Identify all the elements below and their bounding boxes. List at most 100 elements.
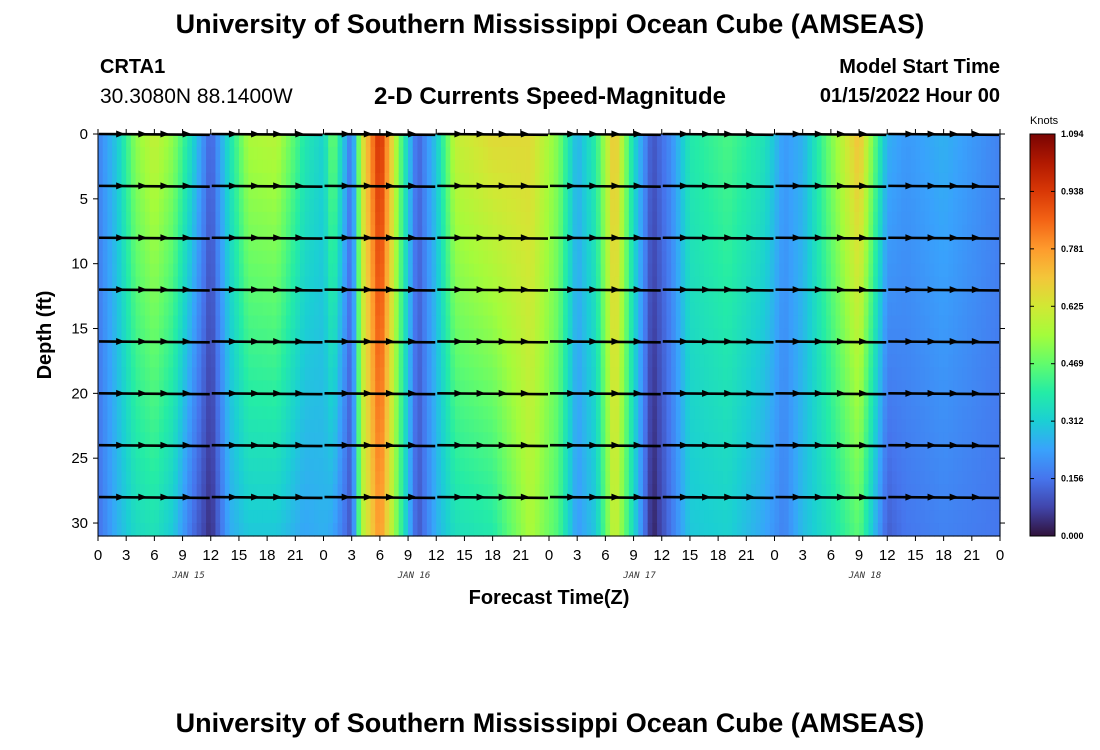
heatmap-cell [502,393,508,407]
heatmap-cell [502,302,508,317]
heatmap-cell [718,315,724,330]
heatmap-cell [408,263,414,278]
heatmap-cell [332,510,339,524]
heatmap-cell [408,134,414,148]
heatmap-cell [370,224,376,239]
heatmap-cell [168,315,174,330]
heatmap-cell [549,393,555,407]
heatmap-cell [342,471,348,485]
heatmap-cell [459,523,466,537]
heatmap-cell [549,497,555,511]
heatmap-cell [412,380,419,394]
heatmap-cell [483,406,489,420]
heatmap-cell [112,289,118,304]
heatmap-cell [370,146,376,161]
heatmap-cell [309,276,315,291]
heatmap-cell [309,523,315,537]
heatmap-cell [262,354,268,369]
heatmap-cell [779,263,785,278]
heatmap-cell [351,341,357,356]
heatmap-cell [431,289,437,304]
heatmap-cell [346,276,353,291]
heatmap-cell [328,315,334,330]
heatmap-cell [351,302,357,317]
heatmap-cell [173,224,179,239]
heatmap-cell [699,159,705,174]
heatmap-cell [215,432,221,446]
heatmap-cell [530,510,536,524]
heatmap-cell [506,289,513,304]
heatmap-cell [126,315,132,330]
heatmap-cell [408,224,414,239]
heatmap-cell [502,341,508,356]
heatmap-cell [788,198,794,213]
heatmap-cell [830,146,837,161]
heatmap-cell [605,302,611,317]
heatmap-cell [638,393,644,407]
heatmap-cell [290,172,296,187]
heatmap-cell [605,172,611,187]
heatmap-cell [229,198,235,213]
heatmap-cell [464,172,470,187]
heatmap-cell [187,354,193,369]
heatmap-cell [610,185,616,200]
heatmap-cell [121,497,127,511]
heatmap-cell [398,432,404,446]
heatmap-cell [196,367,202,381]
heatmap-cell [600,419,606,433]
heatmap-cell [365,523,372,537]
heatmap-cell [426,380,433,394]
heatmap-cell [661,393,668,407]
heatmap-cell [473,237,480,252]
heatmap-cell [727,367,733,381]
heatmap-cell [379,263,386,278]
heatmap-cell [633,276,639,291]
heatmap-cell [389,523,395,537]
heatmap-cell [351,367,357,381]
heatmap-cell [699,328,705,343]
heatmap-cell [346,445,353,459]
heatmap-cell [844,198,851,213]
heatmap-cell [826,406,832,420]
heatmap-cell [393,432,400,446]
heatmap-cell [760,471,766,485]
heatmap-cell [783,419,790,433]
heatmap-cell [840,445,846,459]
heatmap-cell [558,497,564,511]
heatmap-cell [351,211,357,226]
heatmap-cell [408,471,414,485]
heatmap-cell [130,289,137,304]
heatmap-cell [455,419,461,433]
heatmap-cell [497,211,503,226]
heatmap-cell [591,172,597,187]
heatmap-cell [685,523,691,537]
heatmap-cell [384,367,390,381]
heatmap-cell [182,159,188,174]
heatmap-cell [262,134,268,148]
heatmap-cell [112,263,118,278]
heatmap-cell [262,341,268,356]
heatmap-cell [689,406,696,420]
heatmap-cell [295,146,301,161]
heatmap-cell [187,134,193,148]
heatmap-cell [318,484,325,498]
heatmap-cell [746,185,752,200]
heatmap-cell [253,211,259,226]
heatmap-cell [628,341,635,356]
heatmap-cell [595,185,602,200]
heatmap-cell [98,198,104,213]
heatmap-cell [741,146,747,161]
heatmap-cell [572,419,578,433]
heatmap-cell [797,471,804,485]
heatmap-cell [525,198,531,213]
heatmap-cell [356,484,362,498]
heatmap-cell [163,432,170,446]
heatmap-cell [553,471,559,485]
heatmap-cell [624,419,630,433]
heatmap-cell [699,523,705,537]
heatmap-cell [431,315,437,330]
heatmap-cell [619,354,625,369]
heatmap-cell [713,484,719,498]
heatmap-cell [595,523,602,537]
heatmap-cell [173,432,179,446]
